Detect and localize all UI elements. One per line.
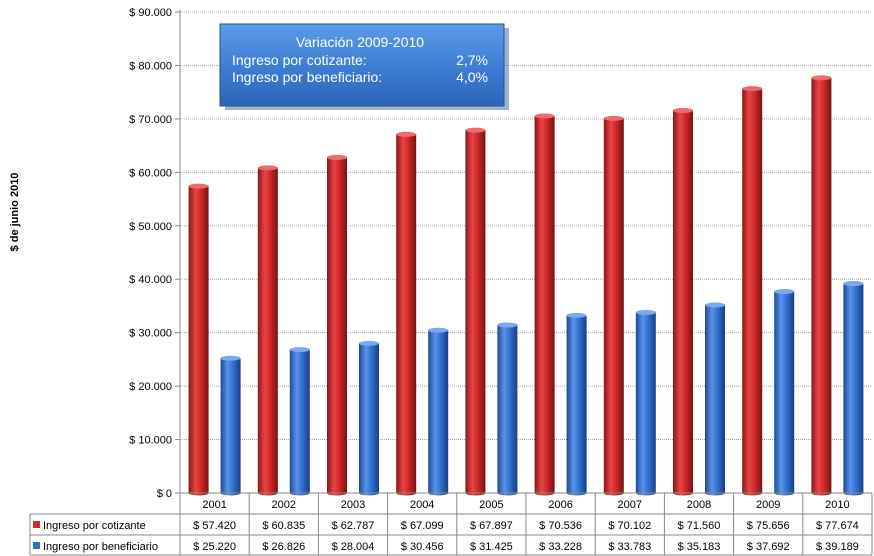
y-tick-label: $ 90.000 [129, 7, 172, 19]
x-tick-label: 2007 [618, 499, 642, 511]
bar-beneficiario [774, 289, 795, 496]
bar-beneficiario [220, 355, 241, 496]
bar-cotizante [327, 154, 347, 496]
table-cell: $ 33.783 [608, 541, 651, 553]
data-table: 2001 2002 2003 2004 2005 2006 2007 2008 2009 2010… [29, 493, 873, 556]
x-tick-label: 2003 [341, 499, 365, 511]
svg-text:Ingreso por beneficiario: Ingreso por beneficiario [43, 541, 158, 553]
annotation-row-1-label: Ingreso por cotizante: [232, 52, 367, 68]
annotation-box: Variación 2009-2010 Ingreso por cotizant… [219, 23, 509, 110]
bar-cotizante [811, 75, 832, 496]
y-tick-label: $ 0 [157, 488, 172, 500]
table-cell: $ 60.835 [262, 520, 305, 532]
table-cell: $ 37.692 [747, 541, 790, 553]
table-cell: $ 67.099 [401, 520, 444, 532]
table-cell: $ 57.420 [193, 520, 236, 532]
table-cell: $ 30.456 [401, 541, 444, 553]
annotation-row-2-label: Ingreso por beneficiario: [232, 69, 382, 85]
y-tick-label: $ 20.000 [129, 381, 172, 393]
table-cell: $ 75.656 [747, 520, 790, 532]
bar-cotizante [257, 165, 278, 496]
table-cell: $ 77.674 [816, 520, 859, 532]
x-tick-label: 2001 [202, 499, 226, 511]
bar-beneficiario [289, 347, 310, 496]
bar-beneficiario [705, 302, 725, 496]
y-tick-label: $ 30.000 [129, 328, 172, 340]
annotation-row-1-value: 2,7% [456, 52, 488, 68]
bars [188, 75, 864, 496]
table-cell: $ 70.536 [539, 520, 582, 532]
svg-text:Ingreso por cotizante: Ingreso por cotizante [43, 520, 146, 532]
bar-beneficiario [359, 340, 379, 496]
bar-beneficiario [635, 309, 656, 496]
table-cell: $ 25.220 [193, 541, 236, 553]
table-cell: $ 26.826 [262, 541, 305, 553]
table-cell: $ 28.004 [332, 541, 375, 553]
bar-beneficiario [843, 281, 864, 496]
table-cell: $ 39.189 [816, 541, 859, 553]
y-tick-label: $ 80.000 [129, 60, 172, 72]
y-tick-label: $ 60.000 [129, 167, 172, 179]
bar-cotizante [534, 113, 555, 496]
x-tick-label: 2010 [825, 499, 849, 511]
x-tick-label: 2008 [687, 499, 711, 511]
bar-cotizante [603, 115, 624, 496]
y-tick-label: $ 40.000 [129, 274, 172, 286]
x-tick-label: 2002 [272, 499, 296, 511]
bar-cotizante [396, 131, 417, 496]
table-cell: $ 67.897 [470, 520, 513, 532]
table-cell: $ 31.425 [470, 541, 513, 553]
legend-entry: Ingreso por cotizante [33, 520, 146, 532]
x-tick-label: 2004 [410, 499, 434, 511]
y-axis-ticks: $ 0 $ 10.000 $ 20.000 $ 30.000 $ 40.000 $ 50.… [129, 7, 180, 500]
table-cell: $ 70.102 [608, 520, 651, 532]
annotation-title: Variación 2009-2010 [296, 34, 424, 50]
bar-beneficiario [566, 312, 587, 496]
annotation-row-2-value: 4,0% [456, 69, 488, 85]
bar-beneficiario [497, 322, 518, 496]
table-cell: $ 62.787 [332, 520, 375, 532]
x-tick-label: 2006 [548, 499, 572, 511]
y-tick-label: $ 70.000 [129, 114, 172, 126]
bar-cotizante [465, 127, 486, 496]
y-axis-label: $ de junio 2010 [9, 173, 21, 252]
bar-cotizante [188, 183, 209, 496]
x-tick-label: 2005 [479, 499, 503, 511]
table-cell: $ 71.560 [678, 520, 721, 532]
table-cell: $ 35.183 [678, 541, 721, 553]
bar-beneficiario [428, 327, 449, 496]
y-tick-label: $ 10.000 [129, 435, 172, 447]
bar-cotizante [673, 108, 693, 496]
x-tick-label: 2009 [756, 499, 780, 511]
bar-cotizante [742, 86, 763, 496]
legend-entry: Ingreso por beneficiario [33, 541, 158, 553]
y-tick-label: $ 50.000 [129, 221, 172, 233]
table-cell: $ 33.228 [539, 541, 582, 553]
